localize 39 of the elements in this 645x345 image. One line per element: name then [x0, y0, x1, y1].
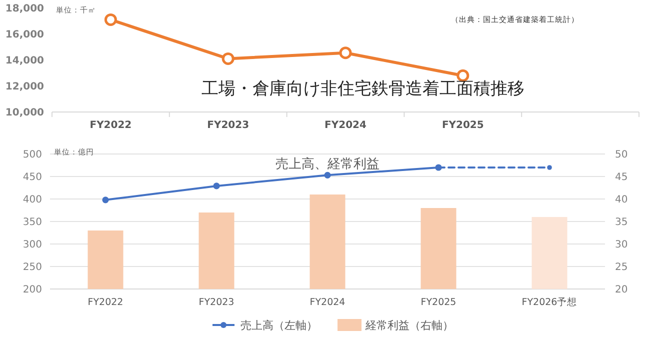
y2-tick-label: 40: [615, 194, 628, 206]
point: [222, 52, 234, 65]
y-tick-label: 500: [22, 150, 42, 160]
point: [102, 196, 109, 204]
chart-title: 売上高、経常利益: [276, 156, 380, 172]
x-tick-label: FY2025: [420, 297, 456, 308]
y-tick-label: 450: [22, 172, 42, 183]
y-tick-label: 250: [22, 262, 42, 273]
text: 工場・倉庫向け非住宅鉄骨造着工面積推移: [202, 79, 525, 99]
y2-tick-label: 20: [615, 284, 628, 296]
x-tick-label: FY2023: [207, 120, 250, 131]
point: [324, 172, 331, 178]
y-tick-label: 18,000: [5, 4, 44, 14]
y-tick-label: 16,000: [5, 30, 44, 40]
y-tick-label: 200: [22, 284, 42, 296]
legend-label: 売上高（左軸）: [240, 318, 318, 332]
y-tick-label: 12,000: [5, 82, 44, 92]
point: [213, 182, 220, 190]
y-tick-label: 10,000: [5, 108, 44, 118]
y-tick-label: 400: [22, 194, 42, 206]
y-tick-label: 14,000: [5, 56, 44, 66]
point: [339, 46, 352, 60]
y-tick-label: 350: [22, 217, 42, 228]
point: [547, 165, 552, 170]
y2-tick-label: 35: [615, 217, 628, 228]
x-tick-label: FY2022: [90, 120, 132, 131]
x-tick-label: FY2024: [324, 120, 366, 131]
y-tick-label: 300: [22, 240, 42, 250]
x-tick-label: FY2025: [442, 120, 484, 131]
x-tick-label: FY2023: [198, 297, 234, 308]
x-tick-label: FY2022: [88, 297, 124, 308]
x-tick-label: FY2024: [310, 297, 346, 308]
y2-tick-label: 50: [615, 150, 628, 160]
y2-tick-label: 45: [615, 172, 628, 183]
legend-label: 経常利益（右軸）: [364, 318, 454, 332]
point: [104, 13, 117, 26]
y2-tick-label: 25: [615, 262, 628, 273]
y2-tick-label: 30: [615, 240, 628, 250]
x-tick-label: FY2026予想: [522, 296, 578, 308]
